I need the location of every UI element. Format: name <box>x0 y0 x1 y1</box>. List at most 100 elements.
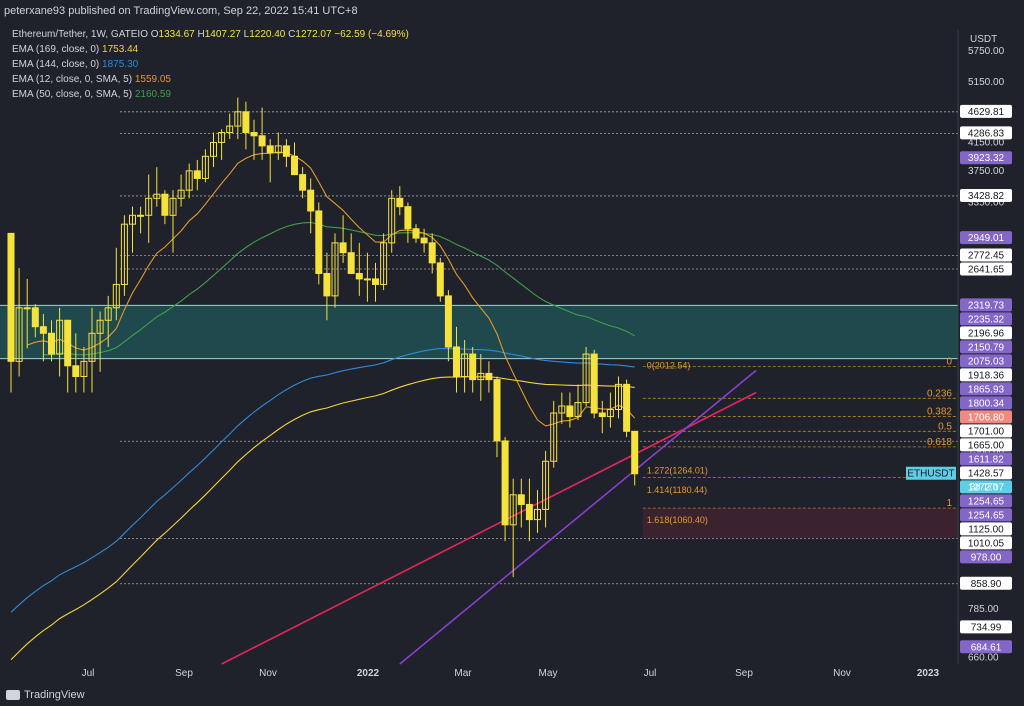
candle-body[interactable] <box>234 111 242 127</box>
price-axis-badge[interactable] <box>960 424 1012 438</box>
candle-body[interactable] <box>218 132 226 143</box>
candle-body[interactable] <box>372 278 379 285</box>
candle-body[interactable] <box>542 460 550 510</box>
candle-body[interactable] <box>177 189 185 199</box>
candle-body[interactable] <box>534 508 541 521</box>
candle-body[interactable] <box>606 408 614 418</box>
candle-body[interactable] <box>615 383 622 410</box>
candle-body[interactable] <box>363 278 371 281</box>
candle-body[interactable] <box>598 412 606 418</box>
candle-body[interactable] <box>339 242 347 254</box>
price-axis-badge[interactable] <box>960 104 1012 118</box>
price-axis-badge[interactable] <box>960 466 1012 480</box>
candle-body[interactable] <box>453 346 460 377</box>
candle-body[interactable] <box>412 228 420 239</box>
price-axis-badge[interactable] <box>960 188 1012 202</box>
candle-body[interactable] <box>428 242 436 264</box>
candle-body[interactable] <box>396 197 404 208</box>
candle-body[interactable] <box>39 326 47 334</box>
candle-body[interactable] <box>120 223 128 285</box>
price-axis-badge[interactable] <box>960 248 1012 262</box>
price-axis-badge[interactable] <box>960 151 1012 165</box>
price-axis-badge[interactable] <box>960 508 1012 522</box>
price-axis-badge[interactable] <box>960 231 1012 245</box>
price-axis-badge[interactable] <box>960 452 1012 466</box>
candle-body[interactable] <box>388 197 396 244</box>
candle-body[interactable] <box>242 111 250 134</box>
price-axis-badge[interactable] <box>960 522 1012 536</box>
candle-body[interactable] <box>485 372 493 381</box>
candle-body[interactable] <box>631 430 639 475</box>
candle-body[interactable] <box>129 214 136 225</box>
candle-body[interactable] <box>210 141 217 157</box>
candle-body[interactable] <box>274 145 282 154</box>
candle-body[interactable] <box>380 242 388 285</box>
candle-body[interactable] <box>226 125 234 134</box>
price-axis-badge[interactable] <box>960 438 1012 452</box>
candle-body[interactable] <box>169 197 177 216</box>
candle-body[interactable] <box>590 353 598 414</box>
candle-body[interactable] <box>493 379 501 442</box>
candle-body[interactable] <box>469 353 477 381</box>
candle-body[interactable] <box>355 272 363 280</box>
candle-body[interactable] <box>420 237 428 244</box>
candle-body[interactable] <box>104 307 112 321</box>
price-axis-badge[interactable] <box>960 262 1012 276</box>
candle-body[interactable] <box>7 232 15 362</box>
candle-body[interactable] <box>72 365 80 377</box>
candle-body[interactable] <box>404 206 412 230</box>
candle-body[interactable] <box>291 155 298 176</box>
candle-body[interactable] <box>461 353 469 377</box>
candle-body[interactable] <box>56 319 64 355</box>
candle-body[interactable] <box>266 145 274 154</box>
price-axis-badge[interactable] <box>960 312 1012 326</box>
candle-body[interactable] <box>517 494 525 505</box>
candle-body[interactable] <box>582 353 590 404</box>
price-axis-badge[interactable] <box>960 620 1012 634</box>
candle-body[interactable] <box>112 283 120 309</box>
price-axis-badge[interactable] <box>960 550 1012 564</box>
legend-ema-144[interactable]: EMA (144, close, 0) 1875.30 <box>12 57 409 72</box>
candle-body[interactable] <box>315 210 323 274</box>
legend-ema-169[interactable]: EMA (169, close, 0) 1753.44 <box>12 42 409 57</box>
candle-body[interactable] <box>444 295 452 348</box>
price-axis-badge[interactable] <box>960 396 1012 410</box>
candle-body[interactable] <box>153 193 161 199</box>
candle-body[interactable] <box>88 332 96 362</box>
legend-ema-12[interactable]: EMA (12, close, 0, SMA, 5) 1559.05 <box>12 72 409 87</box>
candle-body[interactable] <box>64 319 72 367</box>
candle-body[interactable] <box>185 170 193 191</box>
candle-body[interactable] <box>193 170 201 179</box>
candle-body[interactable] <box>137 214 145 217</box>
legend-ema-50[interactable]: EMA (50, close, 0, SMA, 5) 2160.59 <box>12 87 409 102</box>
candle-body[interactable] <box>250 132 258 137</box>
candle-body[interactable] <box>623 383 631 432</box>
price-axis-badge[interactable] <box>960 354 1012 368</box>
price-axis-badge[interactable] <box>960 382 1012 396</box>
candle-body[interactable] <box>331 242 339 297</box>
candle-body[interactable] <box>436 262 444 297</box>
candle-body[interactable] <box>347 252 355 274</box>
candle-body[interactable] <box>550 412 558 462</box>
candle-body[interactable] <box>258 135 266 147</box>
price-axis-badge[interactable] <box>960 480 1012 494</box>
candle-body[interactable] <box>501 440 509 526</box>
price-axis-badge[interactable] <box>960 340 1012 354</box>
price-axis-badge[interactable] <box>960 326 1012 340</box>
candle-body[interactable] <box>48 332 55 355</box>
candle-body[interactable] <box>31 307 39 328</box>
candle-body[interactable] <box>477 372 485 381</box>
candle-body[interactable] <box>574 402 582 418</box>
candle-body[interactable] <box>509 494 517 526</box>
price-axis-badge[interactable] <box>960 576 1012 590</box>
candle-body[interactable] <box>23 307 31 310</box>
price-axis-badge[interactable] <box>960 536 1012 550</box>
candle-body[interactable] <box>145 197 153 216</box>
price-axis-badge[interactable] <box>960 368 1012 382</box>
candle-body[interactable] <box>15 307 23 362</box>
candle-body[interactable] <box>307 189 315 212</box>
candle-body[interactable] <box>96 319 104 334</box>
candle-body[interactable] <box>566 405 574 418</box>
candle-body[interactable] <box>525 503 533 521</box>
tradingview-logo[interactable]: TradingView <box>6 689 85 701</box>
